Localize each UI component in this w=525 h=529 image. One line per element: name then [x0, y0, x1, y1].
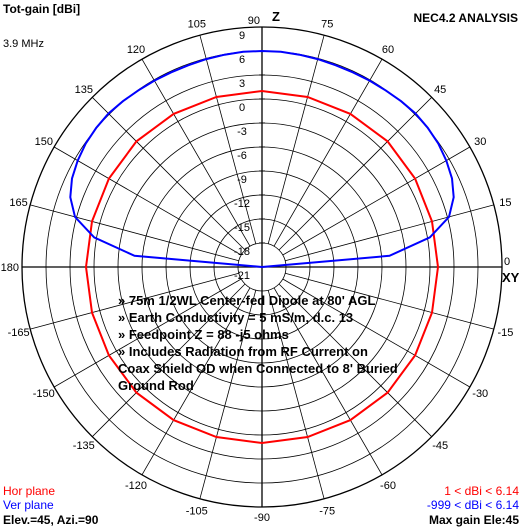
grid-spoke: [30, 272, 239, 330]
angle-tick-label: 150: [35, 136, 53, 148]
radial-tick-label: -3: [237, 126, 247, 138]
radial-tick-label: 0: [239, 102, 245, 114]
angle-tick-label: -120: [125, 480, 147, 492]
note-line: Ground Rod: [118, 378, 194, 393]
angle-tick-label: -105: [186, 505, 208, 517]
grid-spoke: [278, 97, 432, 251]
radial-tick-label: -6: [237, 150, 247, 162]
grid-spoke: [141, 287, 251, 476]
radial-tick-label: 6: [239, 54, 245, 66]
grid-spoke: [282, 146, 471, 256]
angle-tick-label: -135: [73, 440, 95, 452]
angle-tick-label: -45: [432, 440, 448, 452]
note-line: » Earth Conductivity = 5 mS/m, d.c. 13: [118, 310, 354, 325]
radial-tick-label: -9: [237, 174, 247, 186]
z-axis-label: Z: [272, 9, 280, 24]
grid-spoke: [30, 204, 239, 262]
angle-tick-label: 105: [188, 19, 206, 31]
angle-tick-label: -150: [33, 388, 55, 400]
radial-tick-label: 9: [239, 30, 245, 42]
radial-labels: 9 6 3 0 -3 -6 -9 -12 -15 -18 -21: [234, 30, 250, 282]
radial-tick-label: -21: [234, 270, 250, 282]
angle-tick-label: 15: [499, 197, 511, 209]
ver-plane-curve: [69, 49, 455, 268]
grid-spoke: [273, 287, 383, 476]
frequency-label: 3.9 MHz: [3, 38, 44, 50]
ver-range-label: -999 < dBi < 6.14: [426, 498, 519, 512]
grid-spoke: [199, 290, 257, 499]
radial-tick-label: 3: [239, 78, 245, 90]
grid-spoke: [273, 58, 383, 247]
angle-tick-label: 60: [382, 44, 394, 56]
angle-tick-label: 0: [504, 256, 510, 268]
grid-spoke: [285, 204, 494, 262]
note-line: » Feedpoint Z = 88 -j5 ohms: [118, 327, 289, 342]
hor-plane-legend: Hor plane: [3, 484, 56, 498]
radial-tick-label: -15: [234, 222, 250, 234]
angle-tick-label: -75: [319, 505, 335, 517]
grid-spoke: [92, 283, 246, 437]
grid-spoke: [53, 278, 242, 388]
max-gain-label: Max gain Ele:45: [428, 513, 519, 527]
grid-spoke: [92, 97, 246, 251]
grid-spoke: [267, 35, 325, 244]
grid-spoke: [282, 278, 471, 388]
angle-tick-label: 30: [474, 136, 486, 148]
angle-tick-label: -90: [254, 512, 270, 524]
grid-spoke: [53, 146, 242, 256]
grid-spoke: [141, 58, 251, 247]
elev-azi-label: Elev.=45, Azi.=90: [3, 513, 99, 527]
angle-tick-label: 75: [321, 19, 333, 31]
radial-tick-label: -12: [234, 198, 250, 210]
ver-plane-legend: Ver plane: [3, 498, 54, 512]
grid-spoke: [199, 35, 257, 244]
angle-tick-label: 135: [75, 84, 93, 96]
hor-plane-curve: [84, 89, 440, 445]
angle-tick-label: -15: [497, 327, 513, 339]
hor-range-label: 1 < dBi < 6.14: [444, 484, 519, 498]
angle-tick-label: 90: [248, 15, 260, 27]
chart-title: Tot-gain [dBi]: [3, 2, 81, 16]
analysis-label: NEC4.2 ANALYSIS: [413, 11, 518, 25]
angle-tick-label: 165: [9, 197, 27, 209]
angle-tick-label: -60: [380, 480, 396, 492]
angle-tick-label: 180: [1, 262, 19, 274]
antenna-notes: » 75m 1/2WL Center-fed Dipole at 80' AGL…: [118, 292, 398, 394]
grid-spoke: [267, 290, 325, 499]
grid-spoke: [285, 272, 494, 330]
note-line: Coax Shield OD when Connected to 8' Buri…: [118, 361, 398, 376]
angle-tick-label: -30: [472, 388, 488, 400]
radial-tick-label: -18: [234, 246, 250, 258]
grid-spoke: [278, 283, 432, 437]
xy-axis-label: XY: [502, 270, 520, 285]
angle-tick-label: -165: [8, 327, 30, 339]
note-line: » Includes Radiation from RF Current on: [118, 344, 368, 359]
note-line: » 75m 1/2WL Center-fed Dipole at 80' AGL: [118, 293, 376, 308]
angle-tick-label: 120: [127, 44, 145, 56]
angle-tick-label: 45: [434, 84, 446, 96]
angle-labels: 0153045607590105120135150165180-165-150-…: [1, 15, 514, 524]
